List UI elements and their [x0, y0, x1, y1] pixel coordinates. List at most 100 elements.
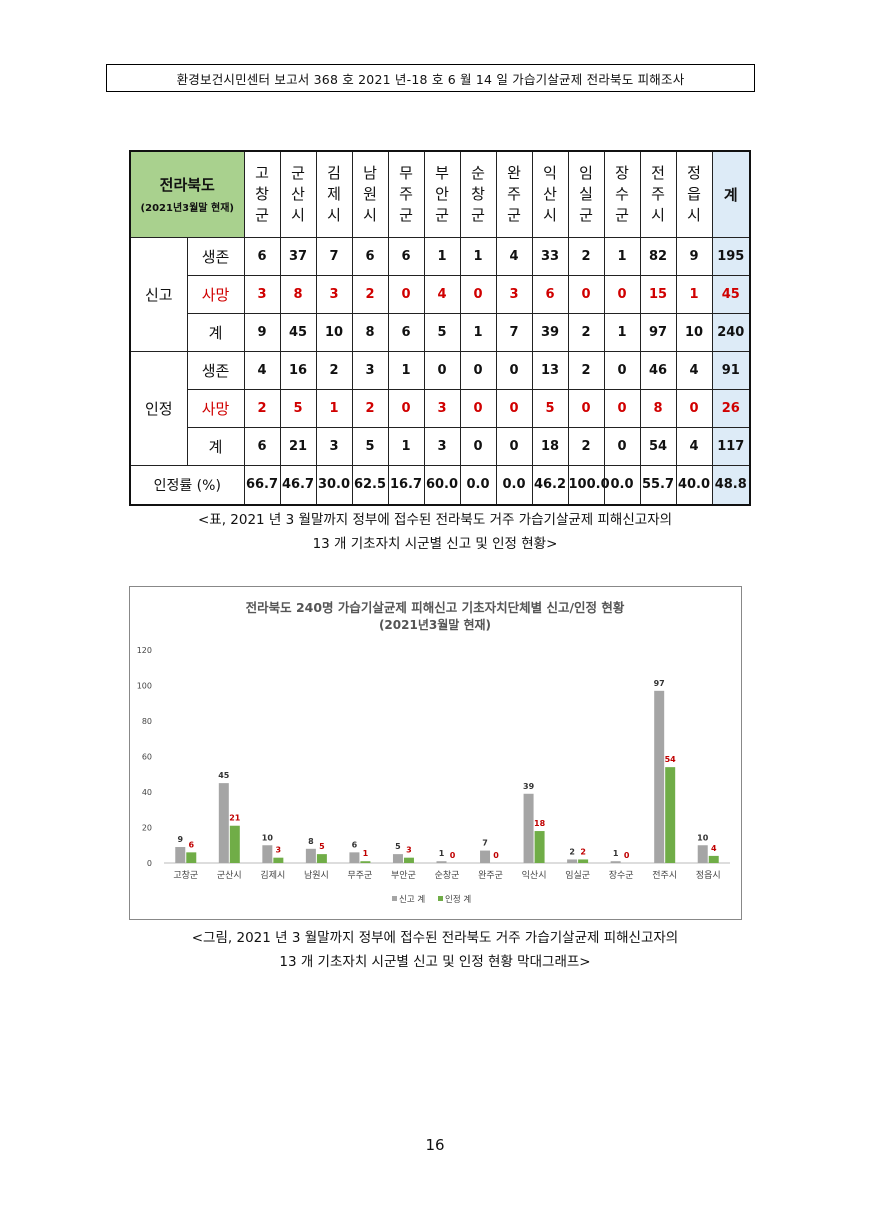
table-cell: 0 [459, 274, 497, 314]
table-cell: 0 [603, 274, 641, 314]
table-cell: 0 [567, 274, 605, 314]
y-tick-label: 20 [142, 824, 152, 833]
report-header: 환경보건시민센터 보고서 368 호 2021 년-18 호 6 월 14 일 … [106, 64, 755, 92]
bar-value-label: 7 [482, 839, 488, 848]
municipality-char: 시 [543, 205, 557, 224]
table-cell: 3 [423, 426, 461, 466]
municipality-char: 순 [471, 163, 485, 182]
chart-caption: <그림, 2021 년 3 월말까지 정부에 접수된 전라북도 거주 가습기살균… [0, 926, 870, 974]
table-cell: 2 [567, 312, 605, 352]
x-tick-label: 순창군 [435, 870, 460, 881]
table-row: 계 6 21 3 5 1 3 0 0 18 2 0 54 4 117 [130, 426, 751, 466]
municipality-char: 창 [255, 184, 269, 203]
table-cell: 1 [423, 236, 461, 276]
municipality-char: 안 [435, 184, 449, 203]
municipality-char: 시 [687, 205, 701, 224]
bar-value-label: 0 [624, 851, 630, 860]
table-cell: 8 [639, 388, 677, 428]
bar-value-label: 3 [276, 846, 282, 855]
rate-cell: 60.0 [423, 464, 461, 506]
bar-value-label: 39 [523, 782, 535, 791]
table-cell: 3 [315, 426, 353, 466]
bar-report [654, 690, 665, 863]
table-cell: 2 [351, 388, 389, 428]
bar-value-label: 10 [697, 833, 709, 842]
bar-report [523, 793, 534, 863]
row-label: 생존 [186, 236, 245, 276]
table-cell: 39 [531, 312, 569, 352]
y-tick-label: 60 [142, 753, 152, 762]
x-tick-label: 완주군 [478, 870, 503, 881]
rate-cell: 46.7 [279, 464, 317, 506]
bar-report [262, 845, 273, 863]
bar-report [480, 850, 491, 863]
table-cell: 10 [675, 312, 713, 352]
rate-cell: 0.0 [495, 464, 533, 506]
bar-recognized [186, 852, 197, 863]
table-cell: 2 [243, 388, 281, 428]
table-cell: 5 [351, 426, 389, 466]
bar-report [697, 845, 708, 863]
bar-value-label: 8 [308, 837, 314, 846]
row-label: 사망 [186, 388, 245, 428]
table-row: 계 9 45 10 8 6 5 1 7 39 2 1 97 10 240 [130, 312, 751, 352]
table-corner: 전라북도 (2021년3월말 현재) [129, 150, 245, 238]
table-cell: 0 [387, 388, 425, 428]
bar-value-label: 0 [450, 851, 456, 860]
table-cell: 0 [675, 388, 713, 428]
table-cell: 2 [351, 274, 389, 314]
bar-value-label: 9 [177, 835, 183, 844]
municipality-char: 실 [579, 184, 593, 203]
municipality-char: 완 [507, 163, 521, 182]
table-cell: 2 [567, 350, 605, 390]
table-header-total: 계 [711, 150, 751, 238]
row-label: 생존 [186, 350, 245, 390]
bar-recognized [403, 857, 414, 863]
x-tick-label: 김제시 [260, 869, 285, 881]
municipality-char: 군 [507, 205, 521, 224]
chart-caption-line2: 13 개 기초자치 시군별 신고 및 인정 현황 막대그래프> [279, 954, 591, 970]
x-tick-label: 임실군 [565, 869, 590, 881]
municipality-char: 김 [327, 163, 341, 182]
bar-value-label: 97 [654, 679, 665, 688]
table-total-cell: 45 [711, 274, 751, 314]
group-label: 인정 [129, 350, 188, 466]
page-number: 16 [425, 1136, 445, 1154]
table-cell: 3 [315, 274, 353, 314]
table-total-cell: 240 [711, 312, 751, 352]
x-tick-label: 부안군 [391, 870, 416, 881]
table-caption: <표, 2021 년 3 월말까지 정부에 접수된 전라북도 거주 가습기살균제… [0, 508, 870, 556]
table-cell: 1 [387, 350, 425, 390]
municipality-char: 군 [255, 205, 269, 224]
bar-recognized [534, 831, 545, 863]
bar-report [436, 861, 447, 863]
table-cell: 0 [603, 388, 641, 428]
table-total-cell: 91 [711, 350, 751, 390]
table-cell: 7 [315, 236, 353, 276]
bar-value-label: 6 [188, 840, 194, 849]
x-tick-label: 고창군 [173, 870, 198, 881]
x-tick-label: 정읍시 [696, 870, 721, 881]
table-cell: 6 [387, 312, 425, 352]
table-cell: 2 [567, 426, 605, 466]
table-cell: 4 [243, 350, 281, 390]
municipality-char: 주 [507, 184, 521, 203]
table-cell: 0 [603, 350, 641, 390]
legend-label: 신고 계 [399, 894, 425, 905]
bar-recognized [273, 857, 284, 863]
bar-recognized [229, 825, 240, 863]
bar-recognized [665, 767, 676, 863]
bar-value-label: 5 [395, 842, 401, 851]
municipality-char: 수 [615, 184, 629, 203]
rate-cell: 46.2 [531, 464, 569, 506]
bar-value-label: 45 [218, 771, 230, 780]
corner-title: 전라북도 [159, 176, 215, 195]
rate-cell: 30.0 [315, 464, 353, 506]
table-cell: 82 [639, 236, 677, 276]
table-cell: 3 [243, 274, 281, 314]
table-row: 신고 생존 6 37 7 6 6 1 1 4 33 2 1 82 9 195 [129, 236, 751, 352]
